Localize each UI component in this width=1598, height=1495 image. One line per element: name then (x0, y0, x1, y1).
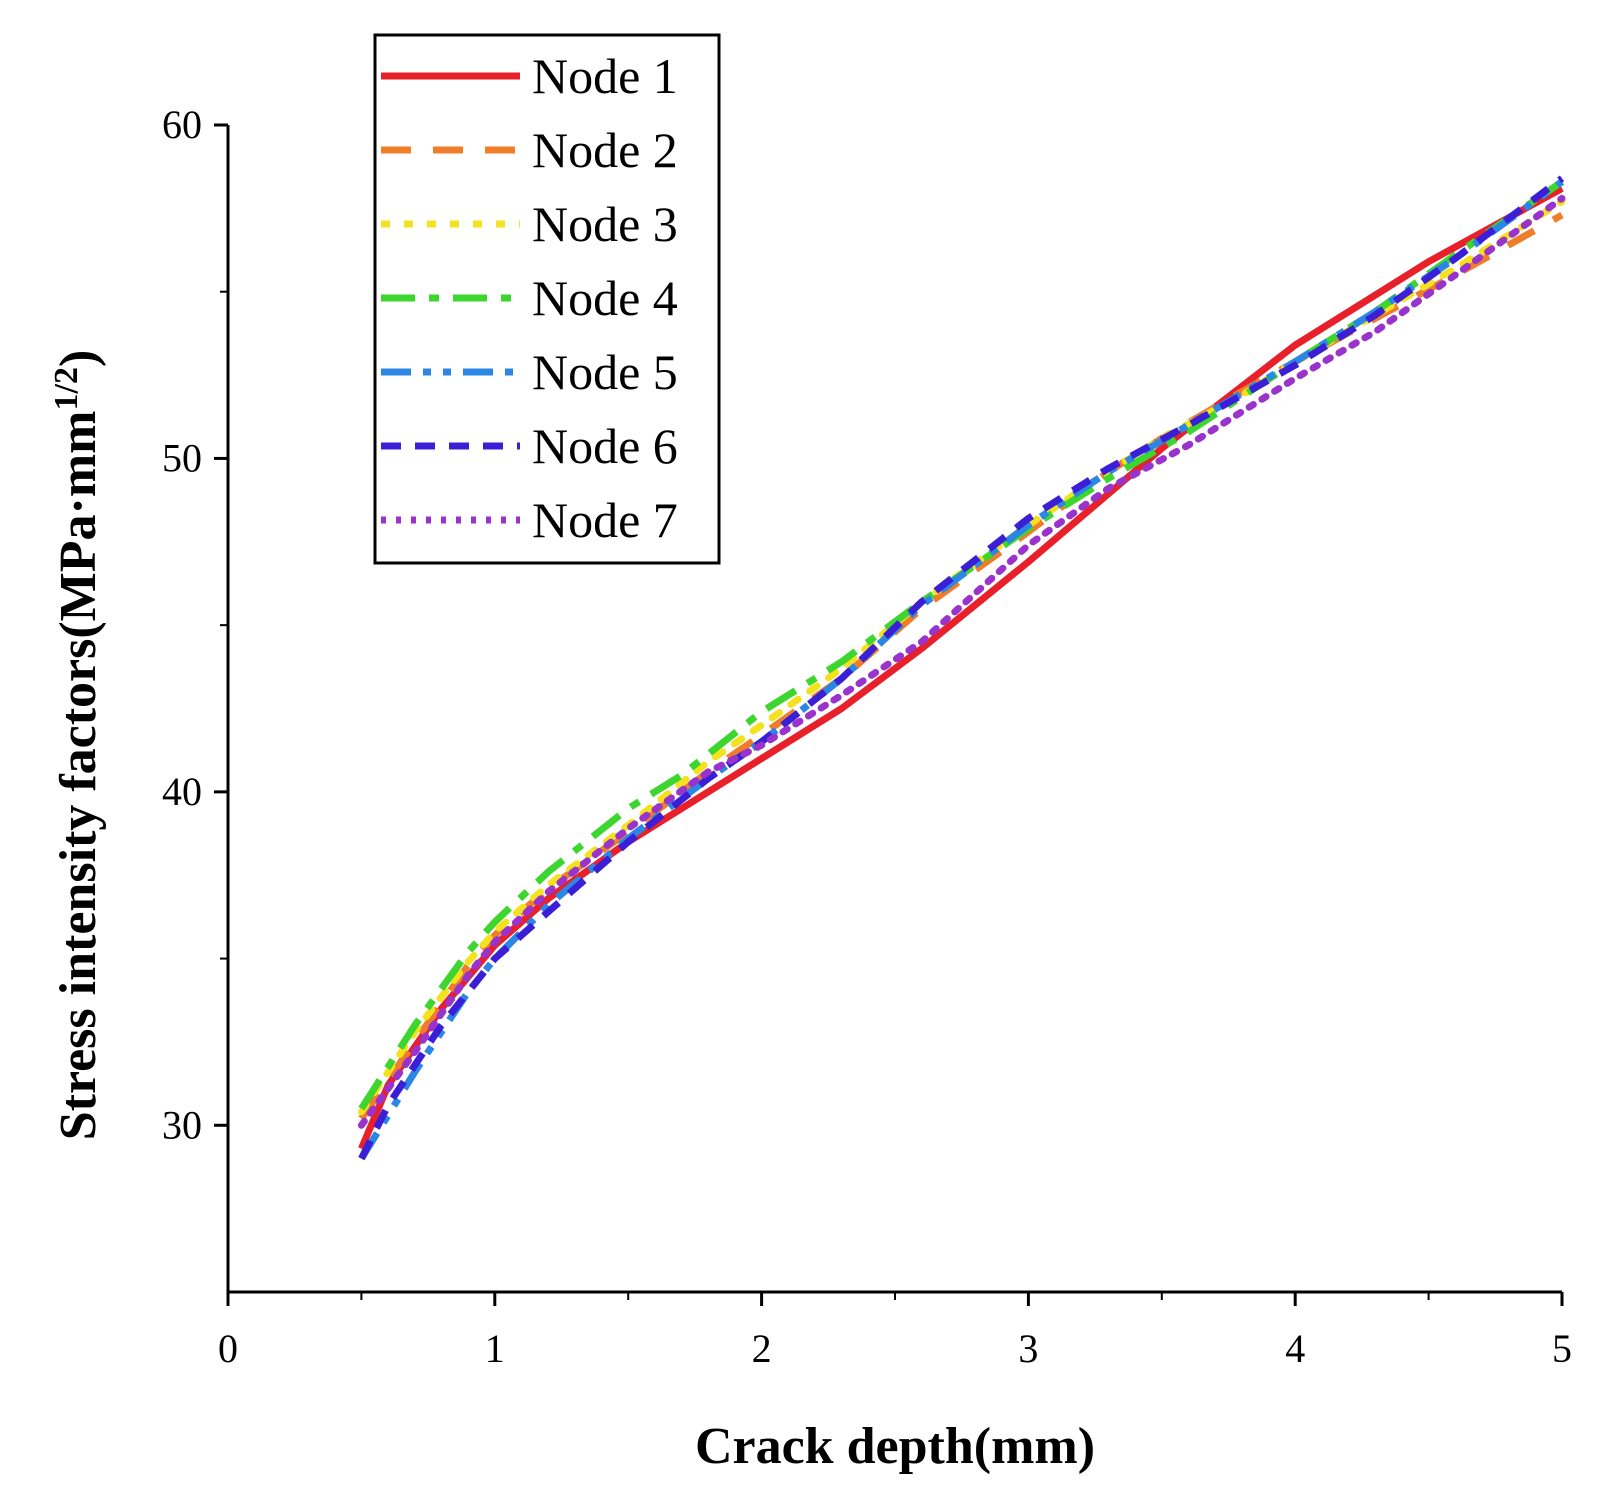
y-tick-label-50: 50 (162, 435, 202, 480)
y-axis-title-superscript: 1/2 (48, 367, 85, 410)
plot-lines (357, 175, 1566, 1161)
x-tick-label-1: 1 (485, 1326, 505, 1371)
x-tick-label-2: 2 (752, 1326, 772, 1371)
y-axis-title: Stress intensity factors(MPa·mm1/2) (48, 350, 108, 1141)
x-tick-label-4: 4 (1285, 1326, 1305, 1371)
legend-label-1: Node 1 (532, 48, 678, 104)
legend: Node 1 Node 2 Node 3 Node 4 Node 5 Node 6 Node… (373, 33, 721, 565)
x-tick-label-5: 5 (1552, 1326, 1572, 1371)
legend-label-5: Node 5 (532, 344, 678, 400)
y-tick-label-30: 30 (162, 1102, 202, 1147)
legend-label-7: Node 7 (532, 492, 678, 548)
series-line-7 (357, 194, 1566, 1129)
x-axis-title: Crack depth(mm) (695, 1418, 1095, 1475)
legend-items: Node 1 Node 2 Node 3 Node 4 Node 5 Node 6 Node… (381, 48, 678, 548)
legend-label-4: Node 4 (532, 270, 678, 326)
x-tick-label-3: 3 (1018, 1326, 1038, 1371)
legend-label-3: Node 3 (532, 196, 678, 252)
series-line-6 (358, 175, 1565, 1161)
y-tick-label-60: 60 (162, 102, 202, 147)
legend-label-2: Node 2 (532, 122, 678, 178)
ticks (214, 123, 1564, 1306)
y-axis-title-main: Stress intensity factors(MPa·mm (50, 411, 107, 1141)
tick-labels: 0 1 2 3 4 5 30 40 50 60 (162, 102, 1572, 1371)
y-axis-title-close: ) (50, 350, 107, 367)
legend-label-6: Node 6 (532, 418, 678, 474)
x-tick-label-0: 0 (218, 1326, 238, 1371)
y-tick-label-40: 40 (162, 769, 202, 814)
